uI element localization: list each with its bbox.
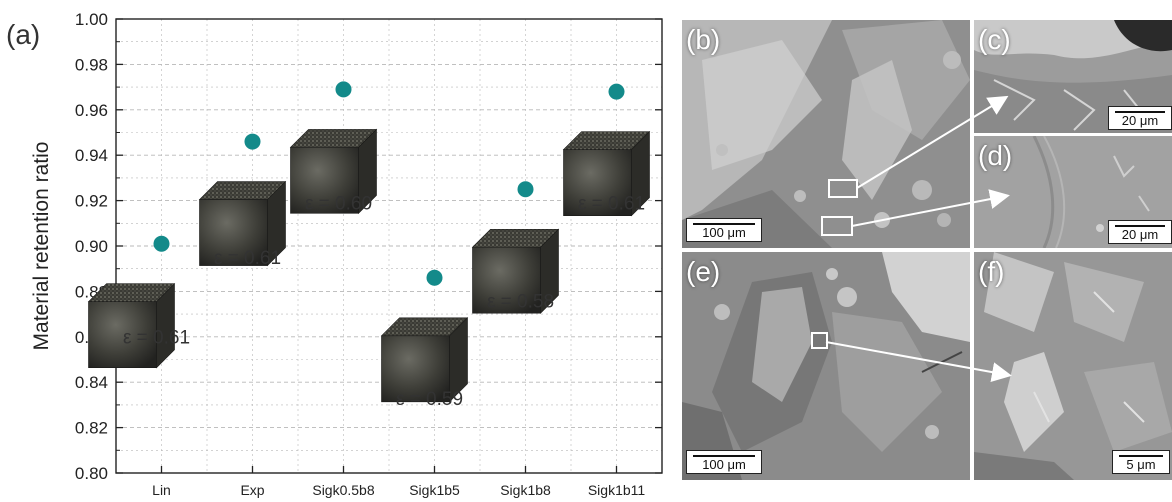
data-point-sigk1b5 <box>426 269 443 286</box>
y-tick-label: 0.92 <box>75 192 108 211</box>
porosity-annotation: ε = 0.58 <box>487 291 554 312</box>
sem-image-b <box>682 20 970 248</box>
panel-label-a: (a) <box>6 19 40 50</box>
scalebar-text-f: 5 μm <box>1126 457 1156 472</box>
sem-panel-c: (c) 20 μm <box>974 20 1172 133</box>
chart-area: 0.800.820.840.860.880.900.920.940.960.98… <box>30 10 663 498</box>
sample-cube-image <box>87 283 176 369</box>
cube-face <box>631 130 650 217</box>
scalebar-text-d: 20 μm <box>1121 227 1159 242</box>
scalebar-text-e: 100 μm <box>702 457 746 472</box>
cube-face <box>156 283 175 369</box>
sem-panel-f: (f) 5 μm <box>974 252 1172 480</box>
cube-face <box>358 128 377 215</box>
scalebar-d: 20 μm <box>1108 220 1172 244</box>
sample-cube-image <box>471 228 560 314</box>
data-point-lin <box>153 235 170 252</box>
porosity-annotation: ε = 0.60 <box>305 194 372 215</box>
y-tick-label: 0.80 <box>75 464 108 483</box>
x-tick-label: Exp <box>240 482 264 498</box>
scalebar-b: 100 μm <box>686 218 762 242</box>
x-tick-label: Sigk1b8 <box>500 482 551 498</box>
y-tick-label: 1.00 <box>75 10 108 29</box>
scalebar-c: 20 μm <box>1108 106 1172 130</box>
sample-cube-image <box>380 317 469 403</box>
y-tick-label: 0.98 <box>75 55 108 74</box>
sem-label-e: (e) <box>686 256 721 287</box>
sem-label-f: (f) <box>978 256 1005 287</box>
sem-label-d: (d) <box>978 140 1013 171</box>
y-tick-label: 0.94 <box>75 146 108 165</box>
x-tick-label: Sigk0.5b8 <box>312 482 374 498</box>
scalebar-text-b: 100 μm <box>702 225 746 240</box>
cube-face <box>449 317 468 403</box>
y-tick-label: 0.84 <box>75 373 108 392</box>
scalebar-f: 5 μm <box>1112 450 1170 474</box>
data-point-sigk1b11 <box>608 83 625 100</box>
sample-cube-image <box>289 128 378 215</box>
sem-label-b: (b) <box>686 24 721 55</box>
sample-cube-image <box>198 180 287 267</box>
scalebar-text-c: 20 μm <box>1121 113 1159 128</box>
y-tick-label: 0.90 <box>75 237 108 256</box>
porosity-annotation: ε = 0.61 <box>578 194 645 215</box>
y-tick-label: 0.96 <box>75 101 108 120</box>
x-tick-label: Sigk1b5 <box>409 482 460 498</box>
sem-image-e <box>682 252 970 480</box>
scalebar-e: 100 μm <box>686 450 762 474</box>
x-tick-label: Sigk1b11 <box>588 482 646 498</box>
data-point-exp <box>244 133 261 150</box>
sem-panel-b: (b) 100 μm <box>682 20 970 248</box>
y-tick-label: 0.82 <box>75 419 108 438</box>
x-tick-label: Lin <box>152 482 171 498</box>
sem-panel-d: (d) 20 μm <box>974 136 1172 248</box>
cube-face <box>267 180 286 267</box>
porosity-annotation: ε = 0.59 <box>396 389 463 410</box>
sample-cube-image <box>562 130 651 217</box>
cube-face <box>540 228 559 314</box>
sem-panel-e: (e) 100 μm <box>682 252 970 480</box>
data-point-sigk05b8 <box>335 81 352 98</box>
porosity-annotation: ε = 0.61 <box>123 328 190 349</box>
y-axis-label: Material retention ratio <box>30 142 53 351</box>
porosity-annotation: ε = 0.61 <box>214 248 281 269</box>
data-point-sigk1b8 <box>517 181 534 198</box>
sem-label-c: (c) <box>978 24 1011 55</box>
